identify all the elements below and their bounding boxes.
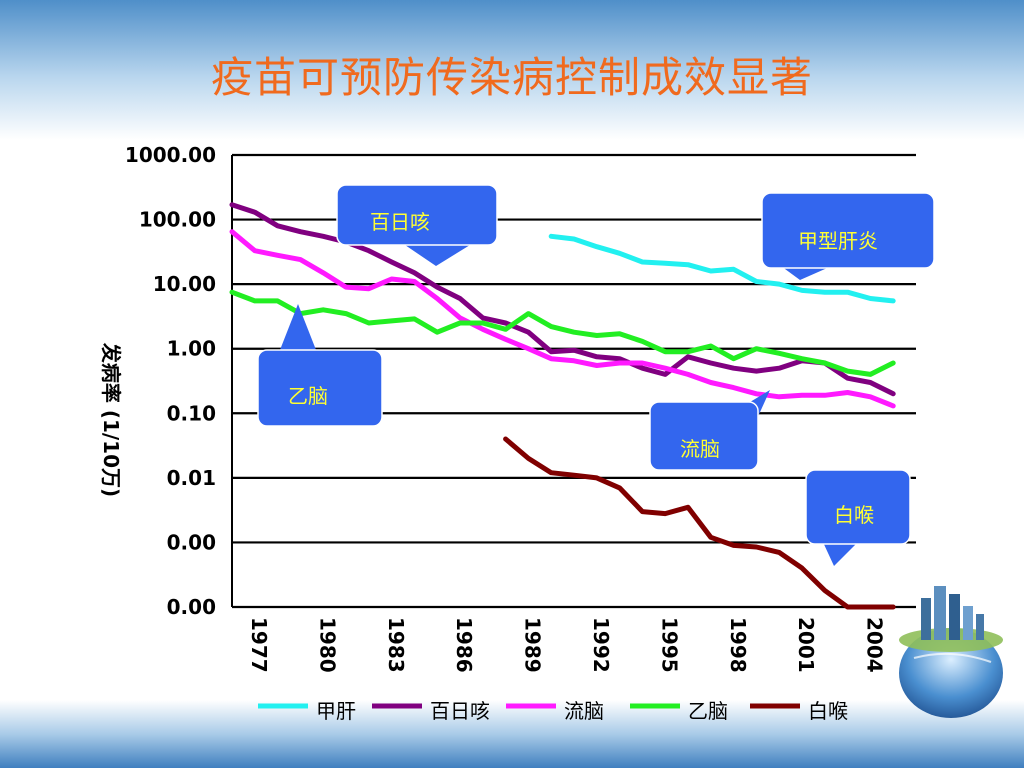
series-line-乙脑	[229, 289, 896, 377]
legend-label: 甲肝	[316, 699, 356, 723]
callout-甲型肝炎: 甲型肝炎	[761, 192, 935, 280]
legend-label: 白喉	[808, 699, 848, 723]
callout-label: 乙脑	[288, 384, 328, 408]
callout-box	[761, 192, 935, 269]
callout-label: 流脑	[680, 437, 720, 461]
y-tick-label: 0.01	[167, 466, 216, 490]
y-axis-label: 发病率 (1/10万)	[99, 342, 123, 497]
y-tick-label: 0.10	[167, 401, 216, 425]
x-tick-label: 2004	[863, 617, 887, 673]
callout-label: 百日咳	[370, 210, 430, 234]
callout-box	[649, 401, 759, 471]
y-tick-label: 0.00	[167, 595, 216, 619]
legend: 甲肝 百日咳 流脑 乙脑 白喉	[258, 699, 848, 723]
y-tick-label: 10.00	[153, 272, 216, 296]
callout-label: 甲型肝炎	[798, 229, 878, 253]
legend-item-白喉: 白喉	[750, 699, 848, 723]
x-tick-label: 1980	[315, 617, 339, 673]
x-tick-label: 1983	[384, 617, 408, 673]
y-tick-label: 0.00	[167, 530, 216, 554]
legend-item-乙脑: 乙脑	[630, 699, 728, 723]
slide-title: 疫苗可预防传染病控制成效显著	[210, 53, 813, 102]
callout-百日咳: 百日咳	[336, 184, 498, 266]
legend-label: 流脑	[564, 699, 604, 723]
callout-流脑: 流脑	[649, 390, 770, 471]
y-tick-label: 1.00	[167, 337, 216, 361]
legend-item-甲肝: 甲肝	[258, 699, 356, 723]
x-tick-label: 1989	[521, 617, 545, 673]
callout-乙脑: 乙脑	[257, 304, 383, 427]
x-tick-label: 1995	[657, 617, 681, 673]
legend-item-百日咳: 百日咳	[372, 699, 490, 723]
callout-box	[805, 469, 911, 545]
x-tick-label: 1998	[726, 617, 750, 673]
x-tick-label: 1977	[247, 617, 271, 673]
series-lines	[229, 202, 896, 610]
x-tick-label: 2001	[794, 617, 818, 673]
globe-city-decoration	[899, 586, 1003, 718]
callout-pointer	[278, 304, 318, 355]
x-tick-label: 1992	[589, 617, 613, 673]
legend-item-流脑: 流脑	[506, 699, 604, 723]
y-tick-label: 1000.00	[125, 143, 216, 167]
callout-label: 白喉	[834, 503, 874, 527]
callout-box	[257, 349, 383, 427]
y-axis-tick-labels: 0.00 0.00 0.01 0.10 1.00 10.00 100.00 1000.00	[125, 143, 216, 619]
x-tick-label: 1986	[452, 617, 476, 673]
callout-白喉: 白喉	[805, 469, 911, 566]
legend-label: 乙脑	[688, 699, 728, 723]
x-axis-tick-labels: 1977 1980 1983 1986 1989 1992 1995 1998 2001 2004	[247, 617, 887, 673]
callout-pointer	[822, 540, 860, 566]
y-tick-label: 100.00	[139, 208, 216, 232]
series-line-甲肝	[548, 233, 896, 304]
series-line-流脑	[229, 229, 896, 409]
callout-pointer	[405, 245, 470, 266]
callout-box	[336, 184, 498, 246]
legend-label: 百日咳	[430, 699, 490, 723]
series-line-白喉	[503, 436, 896, 610]
